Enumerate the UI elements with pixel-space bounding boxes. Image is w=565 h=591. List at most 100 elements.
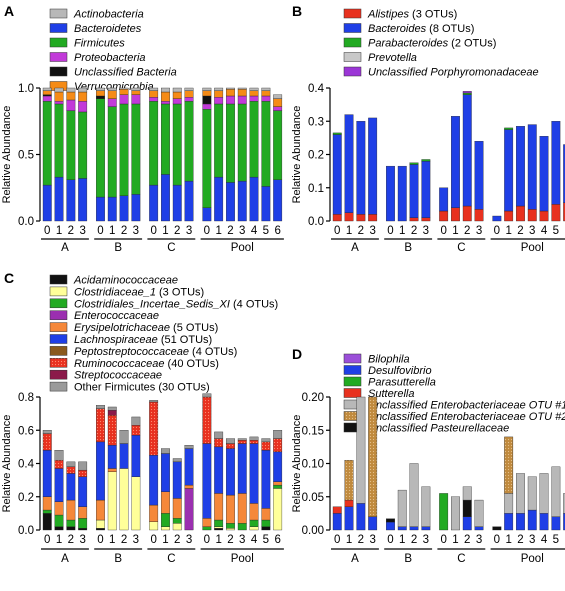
- bar-segment: [161, 103, 170, 175]
- x-tick-label: 0: [494, 534, 500, 546]
- bar-segment: [172, 461, 182, 499]
- legend-name: Clostridiales_Incertae_Sedis_XI: [74, 298, 230, 310]
- bar-segment: [332, 214, 342, 222]
- bar-segment: [107, 98, 117, 107]
- legend-name: Parabacteroides: [368, 38, 449, 50]
- bar-segment: [131, 476, 141, 531]
- bar-segment: [78, 518, 88, 529]
- bar-segment: [273, 106, 283, 111]
- bar-segment: [421, 217, 431, 222]
- x-tick-label: 4: [251, 225, 258, 237]
- panel-letter: D: [292, 346, 302, 362]
- bar-segment: [237, 180, 247, 222]
- legend-name: Lachnospiraceae: [74, 334, 158, 346]
- bar-segment: [54, 514, 64, 527]
- group-label: B: [404, 553, 412, 565]
- x-tick-label: 3: [239, 534, 245, 546]
- legend-name: Unclassified Enterobacteriaceae OTU #2: [368, 411, 565, 423]
- bar-segment: [261, 441, 271, 451]
- bar-segment: [149, 184, 159, 222]
- bar-segment: [356, 121, 366, 215]
- x-tick-label: 0: [204, 534, 210, 546]
- bar-segment: [214, 519, 224, 527]
- bar-segment: [54, 103, 64, 178]
- legend-name: Streptococcaceae: [74, 370, 162, 382]
- bar-segment: [184, 87, 194, 91]
- x-tick-label: 2: [517, 534, 523, 546]
- x-tick-label: 2: [464, 225, 470, 237]
- y-tick-label: 0.10: [302, 459, 324, 471]
- bar-segment: [66, 91, 76, 101]
- bar-segment: [273, 451, 283, 482]
- bar-segment: [249, 90, 259, 97]
- x-tick-label: 0: [387, 534, 393, 546]
- x-tick-label: 4: [541, 534, 548, 546]
- legend-swatch: [49, 66, 68, 77]
- legend-name: Unclassified Porphyromonadaceae: [368, 67, 539, 79]
- legend-swatch: [49, 274, 68, 285]
- bar-segment: [409, 463, 419, 527]
- x-tick-label: 5: [553, 225, 559, 237]
- bar-segment: [261, 186, 271, 222]
- bar-segment: [344, 499, 354, 507]
- bar-segment: [226, 103, 235, 183]
- legend-name: Erysipelotrichaceae: [74, 322, 170, 334]
- bar-segment: [172, 98, 182, 105]
- bar-segment: [462, 91, 472, 94]
- bar-segment: [66, 466, 76, 474]
- x-tick-label: 1: [346, 225, 352, 237]
- bar-segment: [214, 103, 224, 178]
- x-tick-label: 3: [186, 225, 192, 237]
- bar-segment: [273, 430, 283, 439]
- bar-segment: [226, 95, 235, 105]
- legend-swatch: [49, 381, 68, 392]
- bar-segment: [172, 458, 182, 463]
- legend-suffix: (2 OTUs): [448, 38, 496, 50]
- x-tick-label: 1: [452, 534, 458, 546]
- bar-segment: [249, 101, 259, 178]
- bar-segment: [202, 518, 212, 527]
- bar-segment: [42, 513, 52, 531]
- legend-suffix: (3 OTUs): [409, 9, 457, 21]
- x-tick-label: 0: [494, 225, 500, 237]
- legend-swatch: [343, 388, 362, 398]
- bar-segment: [237, 103, 247, 182]
- y-tick-label: 0.2: [18, 492, 34, 504]
- bar-segment: [451, 496, 460, 531]
- x-tick-label: 3: [423, 534, 429, 546]
- y-tick-label: 0.20: [302, 392, 324, 404]
- bar-segment: [527, 124, 537, 210]
- bar-segment: [184, 488, 194, 531]
- bar-segment: [237, 440, 247, 444]
- x-tick-label: 3: [186, 534, 192, 546]
- bar-segment: [172, 498, 182, 519]
- bar-segment: [119, 89, 129, 95]
- bar-segment: [332, 132, 342, 135]
- bar-segment: [237, 523, 247, 531]
- bar-segment: [107, 406, 117, 411]
- bar-segment: [184, 101, 194, 182]
- legend-swatch: [343, 37, 362, 48]
- bar-segment: [42, 95, 52, 102]
- bar-segment: [332, 513, 342, 531]
- legend-label: Bacteroides (8 OTUs): [368, 23, 474, 35]
- legend-label: Desulfovibrio: [368, 365, 432, 377]
- bar-segment: [172, 518, 182, 524]
- bar-segment: [202, 109, 212, 208]
- x-tick-label: 3: [369, 534, 375, 546]
- bar-segment: [462, 94, 472, 207]
- y-tick-label: 0.4: [18, 459, 35, 471]
- x-tick-label: 2: [227, 225, 233, 237]
- bar-segment: [563, 513, 565, 531]
- group-label: Pool: [231, 242, 254, 254]
- x-tick-label: 0: [97, 534, 103, 546]
- bar-segment: [563, 202, 565, 222]
- legend-name: Prevotella: [368, 52, 417, 64]
- bar-segment: [237, 89, 247, 97]
- bar-segment: [539, 473, 549, 514]
- legend-swatch: [343, 66, 362, 77]
- x-tick-label: 5: [263, 225, 269, 237]
- x-tick-label: 0: [334, 225, 340, 237]
- legend-swatch: [49, 52, 68, 62]
- bar-segment: [66, 99, 76, 111]
